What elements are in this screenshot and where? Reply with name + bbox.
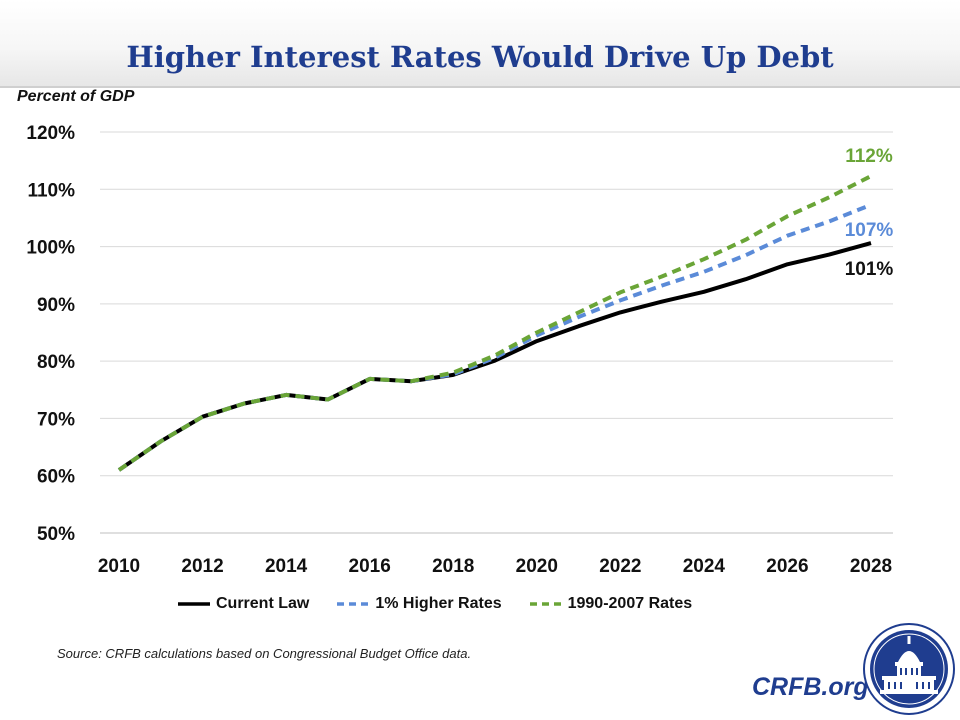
legend-item-historical-rates: 1990-2007 Rates [528, 595, 693, 613]
x-tick-label: 2022 [599, 556, 641, 577]
y-tick-labels: 50% 60% 70% 80% 90% 100% 110% 120% [26, 123, 75, 545]
y-tick-label: 120% [26, 123, 75, 144]
title-band [0, 0, 960, 88]
source-note: Source: CRFB calculations based on Congr… [57, 646, 472, 661]
title-divider [0, 86, 960, 88]
x-tick-label: 2026 [766, 556, 808, 577]
series-lines [117, 174, 872, 472]
x-tick-label: 2014 [265, 556, 308, 577]
gridlines [100, 131, 893, 534]
legend-label-current-law: Current Law [216, 595, 310, 612]
x-tick-label: 2016 [349, 556, 391, 577]
y-tick-label: 70% [37, 409, 75, 430]
legend-label-historical-rates: 1990-2007 Rates [567, 595, 693, 612]
x-tick-label: 2020 [516, 556, 558, 577]
capitol-dome-seal-icon [863, 623, 955, 715]
end-label-1990-2007-rates: 112% [845, 146, 893, 167]
end-labels: 101% 107% 112% [845, 146, 894, 280]
legend-item-current-law: Current Law [176, 595, 309, 613]
x-tick-label: 2012 [181, 556, 223, 577]
legend-label-higher-rates: 1% Higher Rates [375, 595, 502, 612]
series-line-1990-2007-rates [117, 174, 872, 472]
legend-swatch-historical-rates [529, 602, 562, 606]
chart-title: Higher Interest Rates Would Drive Up Deb… [126, 40, 834, 74]
y-tick-label: 80% [37, 352, 75, 373]
y-axis-label: Percent of GDP [17, 88, 135, 105]
x-tick-label: 2028 [850, 556, 892, 577]
legend-swatch-current-law [178, 602, 210, 606]
x-tick-label: 2018 [432, 556, 474, 577]
legend: Current Law 1% Higher Rates 1990-2007 Ra… [176, 594, 692, 614]
y-tick-label: 90% [37, 295, 75, 316]
brand-link[interactable]: CRFB.org [752, 673, 869, 701]
legend-swatch-higher-rates [337, 602, 370, 606]
y-tick-label: 100% [26, 238, 75, 259]
y-tick-label: 110% [27, 180, 75, 201]
y-tick-label: 50% [37, 524, 75, 545]
x-tick-label: 2024 [683, 556, 726, 577]
series-line-current-law [117, 241, 872, 472]
x-tick-labels: 2010 2012 2014 2016 2018 2020 2022 2024 2026 2028 [98, 556, 892, 577]
x-tick-label: 2010 [98, 556, 140, 577]
y-tick-label: 60% [37, 467, 75, 488]
legend-item-higher-rates: 1% Higher Rates [335, 595, 502, 613]
end-label-1-higher-rates: 107% [845, 220, 894, 241]
series-line-1-higher-rates [117, 202, 872, 472]
end-label-current-law: 101% [845, 259, 894, 280]
